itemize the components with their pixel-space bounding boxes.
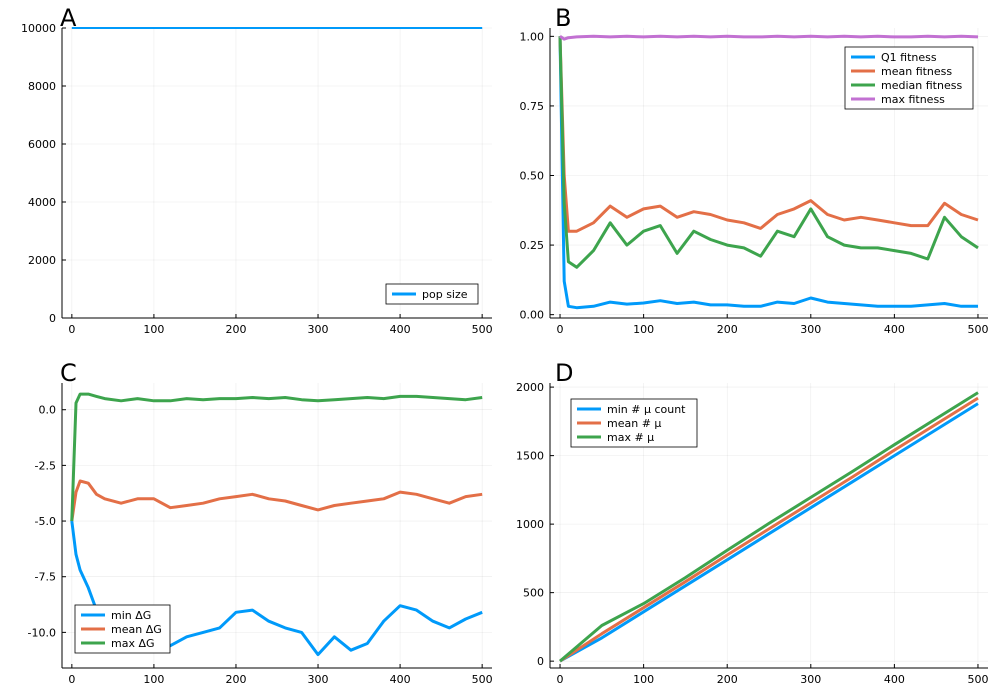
x-tick-label: 400 bbox=[390, 323, 411, 336]
x-tick-label: 400 bbox=[390, 673, 411, 686]
y-tick-label: 0.00 bbox=[520, 309, 545, 322]
series-line-3 bbox=[559, 34, 979, 41]
x-tick-label: 200 bbox=[717, 323, 738, 336]
x-tick-label: 200 bbox=[225, 673, 246, 686]
panel-c: 0 100 200 300 400 500 -10.0 -7.5 -5.0 -2.5 0.0 Cmin… bbox=[28, 359, 493, 686]
legend-label-3: max fitness bbox=[881, 93, 945, 106]
panel-letter: B bbox=[555, 4, 571, 32]
x-tick-label: 300 bbox=[308, 323, 329, 336]
series-line-0 bbox=[558, 36, 978, 310]
x-tick-label: 200 bbox=[225, 323, 246, 336]
legend-label-1: mean # μ bbox=[607, 417, 661, 430]
y-tick-label: 500 bbox=[523, 587, 544, 600]
x-tick-label: 100 bbox=[143, 323, 164, 336]
y-tick-label: 0 bbox=[49, 312, 56, 325]
x-tick-label: 500 bbox=[967, 323, 988, 336]
panel-letter: C bbox=[60, 359, 77, 387]
y-tick-label: 10000 bbox=[21, 22, 56, 35]
x-tick-label: 100 bbox=[143, 673, 164, 686]
series-line-2 bbox=[559, 391, 979, 663]
series-line-1 bbox=[70, 479, 483, 522]
x-tick-label: 0 bbox=[557, 673, 564, 686]
legend-label-1: mean ΔG bbox=[111, 623, 162, 636]
legend-label-0: pop size bbox=[422, 288, 468, 301]
x-tick-label: 400 bbox=[884, 323, 905, 336]
series-line-2 bbox=[70, 392, 483, 522]
y-tick-label: -7.5 bbox=[35, 571, 56, 584]
x-tick-label: 0 bbox=[557, 323, 564, 336]
legend-box bbox=[570, 398, 698, 448]
legend-label-2: max ΔG bbox=[111, 637, 155, 650]
y-tick-label: 2000 bbox=[28, 254, 56, 267]
panel-a: 0 100 200 300 400 500 0 2000 4000 6000 8000 10000 Ap… bbox=[21, 4, 493, 336]
y-tick-label: 1.00 bbox=[520, 30, 545, 43]
y-tick-label: 0 bbox=[537, 655, 544, 668]
y-tick-label: 1000 bbox=[516, 518, 544, 531]
legend-label-1: mean fitness bbox=[881, 65, 952, 78]
legend-label-2: max # μ bbox=[607, 431, 654, 444]
legend-label-2: median fitness bbox=[881, 79, 962, 92]
panel-letter: D bbox=[555, 359, 573, 387]
series-line-2 bbox=[558, 36, 979, 269]
series-line-0 bbox=[559, 402, 979, 663]
legend-box bbox=[385, 283, 479, 305]
x-tick-label: 500 bbox=[472, 673, 493, 686]
x-tick-label: 300 bbox=[308, 673, 329, 686]
x-tick-label: 300 bbox=[800, 673, 821, 686]
y-tick-label: 1500 bbox=[516, 450, 544, 463]
y-tick-label: 4000 bbox=[28, 196, 56, 209]
y-tick-label: 0.25 bbox=[520, 239, 545, 252]
x-tick-label: 500 bbox=[967, 673, 988, 686]
x-tick-label: 100 bbox=[633, 323, 654, 336]
y-tick-label: 2000 bbox=[516, 381, 544, 394]
x-tick-label: 400 bbox=[884, 673, 905, 686]
legend-label-0: min ΔG bbox=[111, 609, 151, 622]
series-line-1 bbox=[558, 36, 979, 233]
y-tick-label: -5.0 bbox=[35, 515, 56, 528]
legend: pop size bbox=[385, 283, 479, 305]
y-tick-label: -2.5 bbox=[35, 459, 56, 472]
panel-letter: A bbox=[60, 4, 77, 32]
y-tick-label: 8000 bbox=[28, 80, 56, 93]
x-tick-label: 100 bbox=[633, 673, 654, 686]
y-tick-label: 0.0 bbox=[39, 404, 57, 417]
y-tick-label: -10.0 bbox=[28, 626, 56, 639]
x-tick-label: 200 bbox=[717, 673, 738, 686]
legend-label-0: Q1 fitness bbox=[881, 51, 937, 64]
x-tick-label: 300 bbox=[800, 323, 821, 336]
y-tick-label: 6000 bbox=[28, 138, 56, 151]
series-line-1 bbox=[559, 396, 979, 663]
y-tick-label: 0.50 bbox=[520, 170, 545, 183]
legend-label-0: min # μ count bbox=[607, 403, 686, 416]
x-tick-label: 500 bbox=[472, 323, 493, 336]
panel-b: 0 100 200 300 400 500 0.00 0.25 0.50 0.75 1.00 B Q1 … bbox=[520, 4, 989, 336]
x-tick-label: 0 bbox=[68, 323, 75, 336]
x-tick-label: 0 bbox=[68, 673, 75, 686]
y-tick-label: 0.75 bbox=[520, 100, 545, 113]
